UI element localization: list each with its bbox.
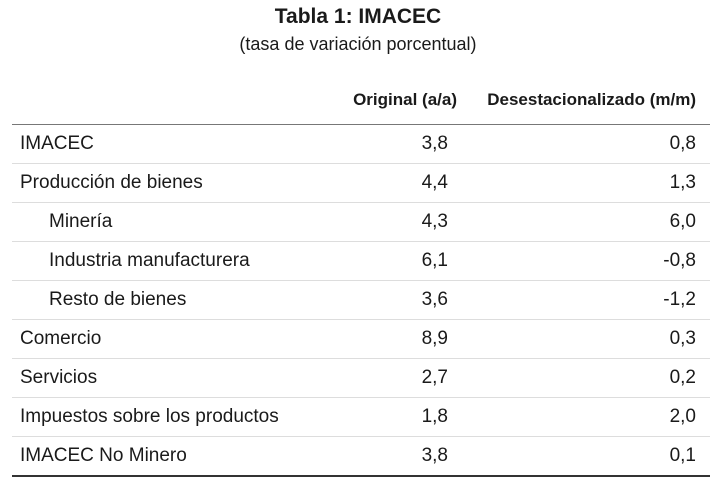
table-row: Servicios 2,7 0,2 bbox=[12, 359, 710, 398]
cell-desestacionalizado: 0,1 bbox=[669, 445, 696, 466]
table-row: Impuestos sobre los productos 1,8 2,0 bbox=[12, 398, 710, 437]
cell-original: 1,8 bbox=[421, 406, 448, 427]
table-row: Comercio 8,9 0,3 bbox=[12, 320, 710, 359]
imacec-table: Original (a/a) Desestacionalizado (m/m) … bbox=[12, 84, 710, 477]
cell-desestacionalizado: 0,3 bbox=[669, 328, 696, 349]
table-row: Industria manufacturera 6,1 -0,8 bbox=[12, 242, 710, 281]
cell-original: 4,4 bbox=[421, 172, 448, 193]
row-label: Minería bbox=[49, 211, 113, 232]
table-row: Producción de bienes 4,4 1,3 bbox=[12, 164, 710, 203]
table-header-row: Original (a/a) Desestacionalizado (m/m) bbox=[12, 84, 710, 125]
cell-original: 3,6 bbox=[421, 289, 448, 310]
cell-original: 2,7 bbox=[421, 367, 448, 388]
table-row: IMACEC 3,8 0,8 bbox=[12, 125, 710, 164]
row-label: Resto de bienes bbox=[49, 289, 187, 310]
table-subtitle: (tasa de variación porcentual) bbox=[239, 34, 477, 54]
cell-original: 4,3 bbox=[421, 211, 448, 232]
cell-desestacionalizado: 1,3 bbox=[669, 172, 696, 193]
cell-original: 3,8 bbox=[421, 133, 448, 154]
row-label: IMACEC bbox=[20, 133, 94, 154]
row-label: Industria manufacturera bbox=[49, 250, 250, 271]
cell-desestacionalizado: -0,8 bbox=[663, 250, 696, 271]
column-header-original: Original (a/a) bbox=[353, 90, 457, 109]
row-label: Impuestos sobre los productos bbox=[20, 406, 279, 427]
table-row: Resto de bienes 3,6 -1,2 bbox=[12, 281, 710, 320]
cell-desestacionalizado: 0,2 bbox=[669, 367, 696, 388]
cell-original: 6,1 bbox=[421, 250, 448, 271]
table-row: Minería 4,3 6,0 bbox=[12, 203, 710, 242]
cell-desestacionalizado: 0,8 bbox=[669, 133, 696, 154]
table-row: IMACEC No Minero 3,8 0,1 bbox=[12, 437, 710, 477]
cell-original: 8,9 bbox=[421, 328, 448, 349]
cell-desestacionalizado: -1,2 bbox=[663, 289, 696, 310]
row-label: Producción de bienes bbox=[20, 172, 203, 193]
column-header-desestacionalizado: Desestacionalizado (m/m) bbox=[487, 90, 696, 109]
row-label: Comercio bbox=[20, 328, 102, 349]
row-label: IMACEC No Minero bbox=[20, 445, 187, 466]
cell-desestacionalizado: 2,0 bbox=[669, 406, 696, 427]
table-title: Tabla 1: IMACEC bbox=[274, 5, 442, 28]
row-label: Servicios bbox=[20, 367, 98, 388]
cell-original: 3,8 bbox=[421, 445, 448, 466]
cell-desestacionalizado: 6,0 bbox=[669, 211, 696, 232]
